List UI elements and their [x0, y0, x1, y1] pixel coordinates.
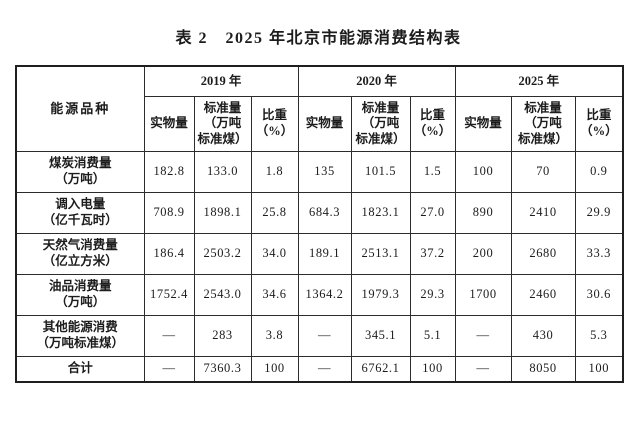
corner-header: 能源品种 — [15, 65, 145, 152]
cell: 1752.4 — [143, 274, 195, 316]
table-row: 煤炭消费量 （万吨） 182.8 133.0 1.8 135 101.5 1.5 100 70 0… — [15, 151, 624, 193]
table-row: 天然气消费量 （亿立方米） 186.4 2503.2 34.0 189.1 2513.1 3… — [15, 233, 624, 275]
subheader-share: 比重 （%） — [574, 96, 624, 152]
row-label: 调入电量 （亿千瓦时） — [15, 192, 145, 234]
table-row: 调入电量 （亿千瓦时） 708.9 1898.1 25.8 684.3 1823.1 27.… — [15, 192, 624, 234]
subheader-physical: 实物量 — [297, 96, 352, 152]
cell: — — [454, 356, 512, 382]
cell: 3.8 — [250, 315, 299, 357]
cell: 189.1 — [297, 233, 352, 275]
row-label: 油品消费量 （万吨） — [15, 274, 145, 316]
row-label: 煤炭消费量 （万吨） — [15, 151, 145, 193]
page-title: 表 2 2025 年北京市能源消费结构表 — [175, 30, 462, 47]
table-row: 其他能源消费 （万吨标准煤） —283 3.8—345.1 5.1—430 5.3 — [15, 315, 624, 357]
cell: 5.1 — [409, 315, 456, 357]
cell: — — [454, 315, 512, 357]
cell: 1979.3 — [350, 274, 411, 316]
cell: 1.8 — [250, 151, 299, 193]
cell: 6762.1 — [350, 356, 411, 382]
cell: 2513.1 — [350, 233, 411, 275]
table-row: 油品消费量 （万吨） 1752.4 2543.0 34.6 1364.2 1979.3 29… — [15, 274, 624, 316]
cell: 34.6 — [250, 274, 299, 316]
cell: 1823.1 — [350, 192, 411, 234]
cell: 1364.2 — [297, 274, 352, 316]
cell: 27.0 — [409, 192, 456, 234]
cell: 2543.0 — [193, 274, 252, 316]
cell: — — [297, 356, 352, 382]
cell: 890 — [454, 192, 512, 234]
cell: 5.3 — [574, 315, 624, 357]
cell: 684.3 — [297, 192, 352, 234]
cell: 70 — [510, 151, 576, 193]
cell: 25.8 — [250, 192, 299, 234]
cell: 200 — [454, 233, 512, 275]
cell: 33.3 — [574, 233, 624, 275]
cell: 101.5 — [350, 151, 411, 193]
cell: 100 — [250, 356, 299, 382]
cell: 2680 — [510, 233, 576, 275]
sub-header-row: 实物量 标准量 （万吨 标准煤） 比重 （%） 实物量 标准量 （万吨 标准煤）… — [16, 96, 624, 152]
cell: 0.9 — [574, 151, 624, 193]
cell: 2410 — [510, 192, 576, 234]
cell: 37.2 — [409, 233, 456, 275]
subheader-standard: 标准量 （万吨 标准煤） — [193, 96, 252, 152]
cell: 186.4 — [143, 233, 195, 275]
year-header-2020: 2020 年 — [297, 65, 456, 97]
cell: 182.8 — [143, 151, 195, 193]
cell: 2460 — [510, 274, 576, 316]
cell: 283 — [193, 315, 252, 357]
cell: 29.3 — [409, 274, 456, 316]
cell: 100 — [409, 356, 456, 382]
cell: 7360.3 — [193, 356, 252, 382]
cell: 100 — [454, 151, 512, 193]
row-label: 合计 — [15, 356, 145, 382]
cell: 430 — [510, 315, 576, 357]
subheader-physical: 实物量 — [143, 96, 195, 152]
cell: 30.6 — [574, 274, 624, 316]
subheader-standard: 标准量 （万吨 标准煤） — [510, 96, 576, 152]
energy-consumption-table: 能源品种 2019 年 2020 年 2025 年 实物量 标准量 （万吨 标准… — [15, 65, 625, 383]
cell: 34.0 — [250, 233, 299, 275]
cell: 100 — [574, 356, 624, 382]
cell: — — [297, 315, 352, 357]
cell: 8050 — [510, 356, 576, 382]
table-row: 合计 —7360.3 100—6762.1 100—8050 100 — [15, 356, 624, 382]
subheader-physical: 实物量 — [454, 96, 512, 152]
cell: 1898.1 — [193, 192, 252, 234]
cell: 133.0 — [193, 151, 252, 193]
subheader-share: 比重 （%） — [409, 96, 456, 152]
subheader-share: 比重 （%） — [250, 96, 299, 152]
row-label: 天然气消费量 （亿立方米） — [15, 233, 145, 275]
year-header-row: 能源品种 2019 年 2020 年 2025 年 — [15, 65, 624, 152]
year-header-2025: 2025 年 — [454, 65, 624, 97]
cell: 708.9 — [143, 192, 195, 234]
cell: 135 — [297, 151, 352, 193]
cell: 345.1 — [350, 315, 411, 357]
cell: — — [143, 315, 195, 357]
cell: — — [143, 356, 195, 382]
cell: 1.5 — [409, 151, 456, 193]
subheader-standard: 标准量 （万吨 标准煤） — [350, 96, 411, 152]
cell: 1700 — [454, 274, 512, 316]
row-label: 其他能源消费 （万吨标准煤） — [15, 315, 145, 357]
year-header-2019: 2019 年 — [143, 65, 299, 97]
table-body: 煤炭消费量 （万吨） 182.8 133.0 1.8 135 101.5 1.5 100 70 0… — [15, 151, 624, 382]
cell: 29.9 — [574, 192, 624, 234]
cell: 2503.2 — [193, 233, 252, 275]
